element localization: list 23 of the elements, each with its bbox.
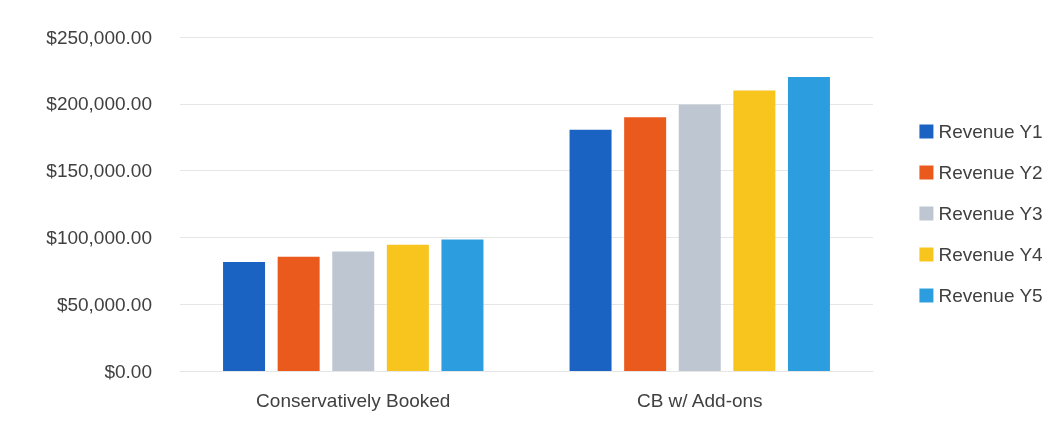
bar (569, 129, 612, 371)
bar (678, 104, 721, 371)
y-tick-label: $150,000.00 (46, 160, 152, 182)
x-tick-label: CB w/ Add-ons (636, 390, 763, 411)
legend-label: Revenue Y1 (938, 121, 1043, 142)
y-tick-label: $0.00 (104, 360, 152, 382)
legend-label: Revenue Y3 (938, 203, 1043, 224)
y-tick-label: $250,000.00 (46, 26, 152, 48)
legend-label: Revenue Y4 (938, 244, 1044, 265)
bar (787, 77, 830, 371)
bar (223, 262, 266, 371)
bar (624, 117, 667, 371)
x-tick-label: Conservatively Booked (256, 390, 451, 411)
bar (386, 244, 429, 371)
y-tick-label: $200,000.00 (46, 93, 152, 115)
bar (441, 239, 484, 371)
legend-label: Revenue Y2 (938, 162, 1043, 183)
legend-label: Revenue Y5 (938, 285, 1043, 306)
bar (332, 251, 375, 371)
bar (733, 90, 776, 371)
y-tick-label: $100,000.00 (46, 226, 152, 248)
bar (277, 256, 320, 371)
y-tick-label: $50,000.00 (56, 293, 152, 315)
